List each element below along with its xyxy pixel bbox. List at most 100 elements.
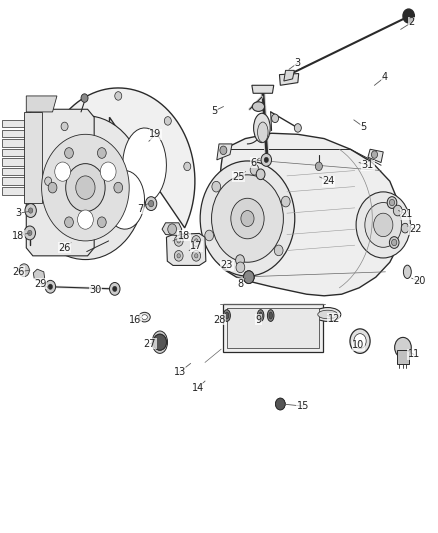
Circle shape <box>61 122 68 131</box>
Circle shape <box>365 203 402 247</box>
Circle shape <box>250 164 259 175</box>
Circle shape <box>66 164 105 212</box>
Ellipse shape <box>142 314 148 320</box>
Circle shape <box>78 210 93 229</box>
Ellipse shape <box>259 312 262 319</box>
Text: 14: 14 <box>192 383 204 393</box>
Circle shape <box>26 116 145 260</box>
Circle shape <box>145 197 157 211</box>
Circle shape <box>153 334 166 350</box>
Text: 22: 22 <box>409 224 421 234</box>
Polygon shape <box>252 85 274 93</box>
Circle shape <box>24 226 35 240</box>
Polygon shape <box>33 269 45 281</box>
Ellipse shape <box>276 400 285 408</box>
Text: 9: 9 <box>255 315 261 325</box>
Text: 8: 8 <box>237 279 243 288</box>
Ellipse shape <box>258 122 268 142</box>
Circle shape <box>97 148 106 158</box>
Text: 23: 23 <box>221 261 233 270</box>
Text: 4: 4 <box>381 72 388 82</box>
Text: 11: 11 <box>408 350 420 359</box>
Text: 17: 17 <box>190 241 202 251</box>
Polygon shape <box>214 133 401 296</box>
Ellipse shape <box>269 312 272 319</box>
Circle shape <box>100 162 116 181</box>
Circle shape <box>241 211 254 227</box>
Polygon shape <box>166 233 206 265</box>
Circle shape <box>19 264 29 277</box>
Circle shape <box>192 251 201 261</box>
FancyBboxPatch shape <box>2 139 26 147</box>
Polygon shape <box>26 96 57 112</box>
FancyBboxPatch shape <box>2 177 26 185</box>
Circle shape <box>148 200 154 207</box>
Polygon shape <box>24 112 42 203</box>
Circle shape <box>205 230 214 241</box>
Text: 18: 18 <box>12 231 25 240</box>
Circle shape <box>164 117 171 125</box>
Circle shape <box>392 239 397 246</box>
FancyBboxPatch shape <box>2 158 26 166</box>
Circle shape <box>192 236 201 246</box>
Text: 25: 25 <box>233 172 245 182</box>
Text: 5: 5 <box>212 106 218 116</box>
Text: 13: 13 <box>173 367 186 377</box>
Circle shape <box>387 197 397 208</box>
Ellipse shape <box>257 310 264 321</box>
Ellipse shape <box>267 310 274 321</box>
Circle shape <box>55 162 71 181</box>
Circle shape <box>276 398 285 410</box>
Text: 18: 18 <box>178 231 190 240</box>
Circle shape <box>244 271 254 284</box>
Ellipse shape <box>225 312 229 319</box>
Circle shape <box>194 254 198 258</box>
Circle shape <box>153 334 166 350</box>
Circle shape <box>374 213 393 237</box>
Circle shape <box>281 196 290 207</box>
Circle shape <box>114 182 123 193</box>
Ellipse shape <box>354 334 366 349</box>
Circle shape <box>356 192 410 258</box>
Text: 26: 26 <box>12 267 25 277</box>
Polygon shape <box>217 144 232 160</box>
Polygon shape <box>105 171 145 229</box>
Polygon shape <box>368 149 383 163</box>
Text: 3: 3 <box>295 58 301 68</box>
Ellipse shape <box>350 329 370 353</box>
Circle shape <box>272 114 279 123</box>
Circle shape <box>212 175 283 262</box>
Circle shape <box>276 398 285 410</box>
Polygon shape <box>284 70 294 81</box>
Circle shape <box>174 236 183 246</box>
Text: 6: 6 <box>250 158 256 167</box>
Circle shape <box>45 280 56 293</box>
Polygon shape <box>42 88 195 251</box>
Circle shape <box>168 224 177 235</box>
Circle shape <box>236 262 245 273</box>
Ellipse shape <box>244 272 254 282</box>
Ellipse shape <box>318 310 338 319</box>
Circle shape <box>194 239 198 243</box>
Circle shape <box>403 9 414 23</box>
Polygon shape <box>123 128 166 203</box>
Text: 30: 30 <box>89 286 102 295</box>
Text: 2: 2 <box>409 18 415 27</box>
Text: 15: 15 <box>297 401 309 411</box>
Text: 29: 29 <box>34 279 46 288</box>
Circle shape <box>220 146 227 155</box>
Circle shape <box>264 157 268 163</box>
FancyBboxPatch shape <box>397 350 409 364</box>
Circle shape <box>48 284 53 289</box>
Polygon shape <box>26 109 94 256</box>
Circle shape <box>115 92 122 100</box>
Circle shape <box>28 208 33 213</box>
Circle shape <box>64 217 73 228</box>
Ellipse shape <box>223 310 230 321</box>
Circle shape <box>76 176 95 199</box>
Circle shape <box>231 198 264 239</box>
Circle shape <box>389 199 395 206</box>
FancyBboxPatch shape <box>2 120 26 127</box>
Ellipse shape <box>395 337 411 358</box>
Text: 19: 19 <box>149 130 162 139</box>
